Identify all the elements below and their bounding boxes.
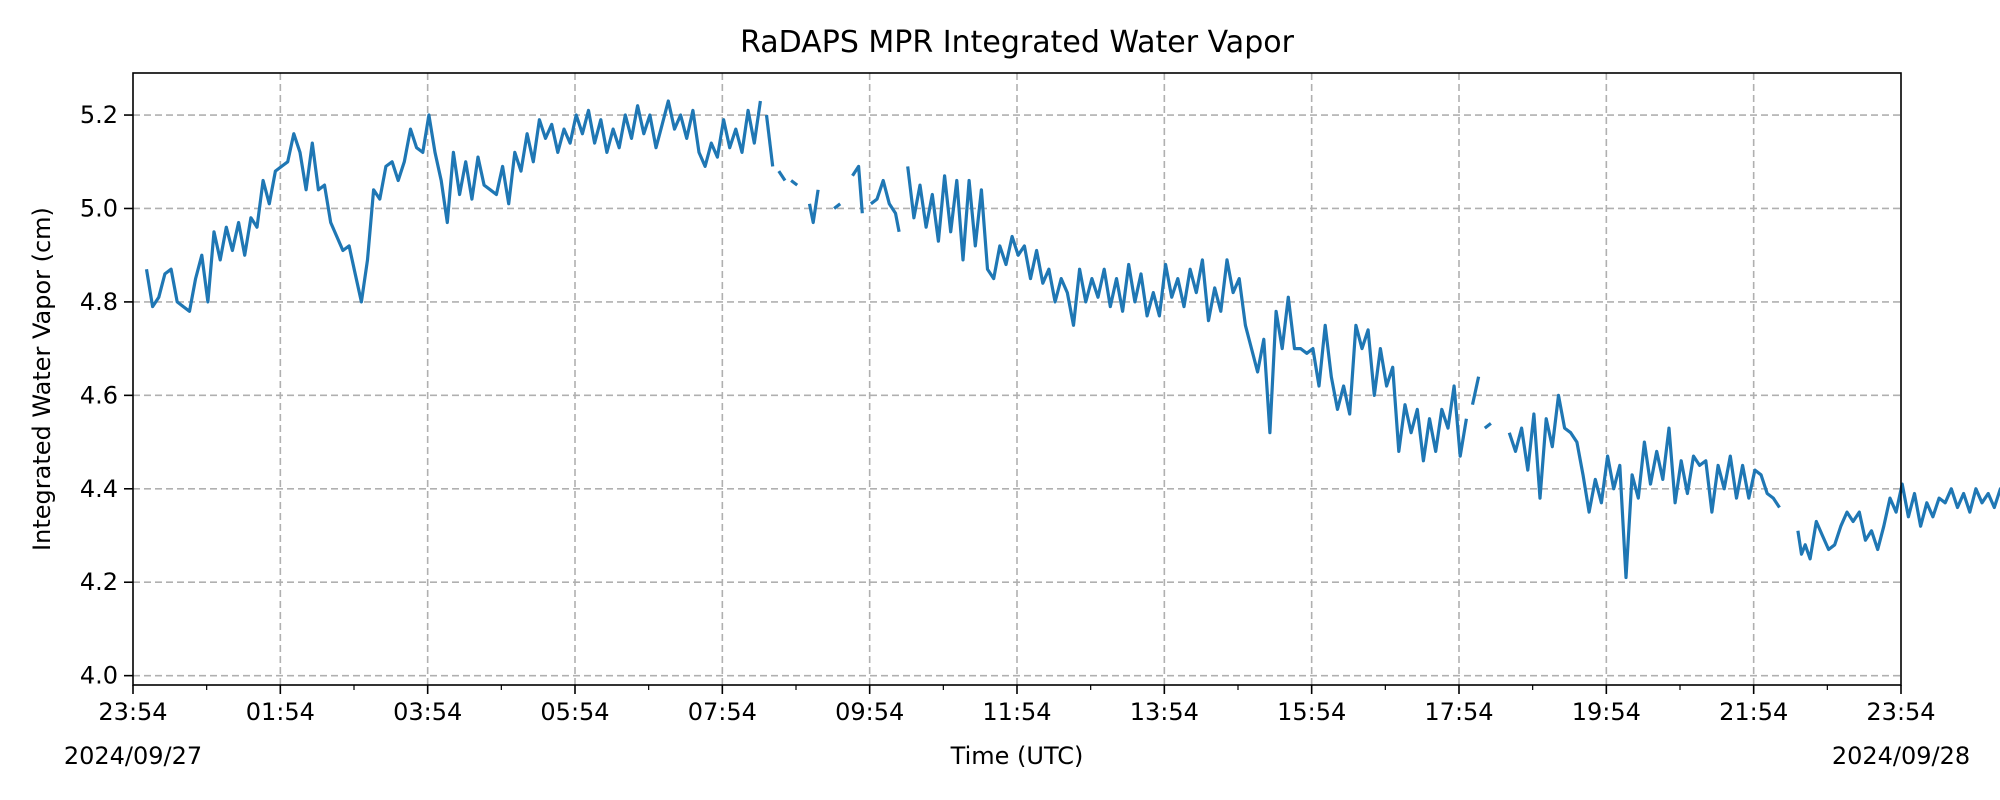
iwv-series-segment bbox=[833, 202, 842, 210]
x-tick-label: 23:54 bbox=[1866, 698, 1935, 726]
y-tick-label: 5.2 bbox=[80, 101, 118, 129]
y-tick-label: 4.0 bbox=[80, 662, 118, 690]
iwv-series-segment bbox=[1483, 422, 1492, 430]
x-tick-label: 19:54 bbox=[1572, 698, 1641, 726]
y-tick-label: 4.6 bbox=[80, 381, 118, 409]
iwv-series-segment bbox=[869, 178, 901, 233]
x-tick-label: 05:54 bbox=[540, 698, 609, 726]
iwv-series-segment bbox=[144, 99, 762, 313]
iwv-series-segment bbox=[1796, 482, 2000, 561]
grid-lines bbox=[133, 73, 1901, 685]
chart-title: RaDAPS MPR Integrated Water Vapor bbox=[740, 25, 1295, 60]
y-tick-label: 5.0 bbox=[80, 194, 118, 222]
x-axis-date-start: 2024/09/27 bbox=[64, 742, 202, 770]
x-axis-date-end: 2024/09/28 bbox=[1832, 742, 1970, 770]
x-axis-label: Time (UTC) bbox=[950, 742, 1084, 770]
y-tick-label: 4.4 bbox=[80, 475, 118, 503]
x-tick-label: 01:54 bbox=[246, 698, 315, 726]
x-tick-label: 07:54 bbox=[688, 698, 757, 726]
iwv-series-segment bbox=[807, 189, 820, 225]
x-tick-label: 21:54 bbox=[1719, 698, 1788, 726]
y-axis-ticks: 4.0 4.2 4.4 4.6 4.8 5.0 5.2 bbox=[80, 101, 133, 690]
x-tick-label: 03:54 bbox=[393, 698, 462, 726]
iwv-series-segment bbox=[906, 166, 1468, 463]
y-tick-label: 4.8 bbox=[80, 288, 118, 316]
iwv-series-segment bbox=[1470, 376, 1481, 406]
x-axis-ticks: 23:54 01:54 03:54 05:54 07:54 09:54 11:54 13:54… bbox=[98, 685, 1936, 726]
x-tick-label: 15:54 bbox=[1277, 698, 1346, 726]
x-tick-label: 09:54 bbox=[835, 698, 904, 726]
x-tick-label: 11:54 bbox=[982, 698, 1051, 726]
iwv-series-segment bbox=[764, 114, 775, 167]
x-tick-label: 13:54 bbox=[1130, 698, 1199, 726]
iwv-series-segment bbox=[851, 164, 864, 214]
x-tick-label: 23:54 bbox=[98, 698, 167, 726]
x-tick-label: 17:54 bbox=[1424, 698, 1493, 726]
y-tick-label: 4.2 bbox=[80, 568, 118, 596]
iwv-series-segment bbox=[1507, 393, 1781, 580]
iwv-series-segment bbox=[790, 179, 799, 187]
y-axis-label: Integrated Water Vapor (cm) bbox=[28, 207, 56, 551]
iwv-series-segment bbox=[777, 170, 787, 182]
series-lines bbox=[144, 99, 2000, 580]
